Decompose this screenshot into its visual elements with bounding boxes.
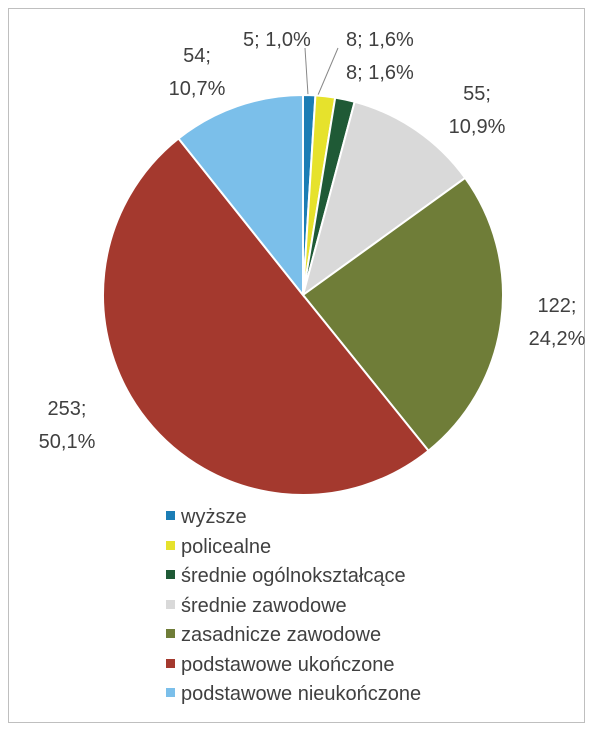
legend-entry: zasadnicze zawodowe [166, 621, 381, 650]
legend-entry: policealne [166, 533, 271, 562]
legend-label: wyższe [181, 506, 247, 528]
data-label: 55; 10,9% [448, 83, 506, 138]
legend-label: podstawowe ukończone [181, 653, 395, 676]
data-label: 5; 1,0% [243, 29, 311, 51]
pie-slice [177, 93, 304, 298]
legend-swatch [166, 570, 175, 580]
legend-swatch [166, 599, 175, 609]
pie-slice [301, 100, 467, 298]
data-label: 54; 10,7% [168, 45, 226, 100]
data-label: 253; 50,1% [38, 398, 96, 453]
legend-swatch [166, 629, 175, 639]
leader-line [304, 47, 309, 96]
legend-swatch [166, 688, 175, 698]
pie-slice [102, 137, 430, 496]
data-label: 122; 24,2% [528, 295, 586, 350]
data-label: 8; 1,6% [346, 62, 414, 84]
legend-entry: wyższe [166, 503, 247, 532]
legend-label: zasadnicze zawodowe [181, 624, 382, 646]
leader-line [317, 47, 339, 96]
pie-slice [301, 176, 504, 453]
legend-label: policealne [181, 535, 272, 558]
legend-label: średnie ogólnokształcące [181, 565, 406, 587]
legend-entry: podstawowe nieukończone [166, 680, 421, 709]
legend-swatch [166, 511, 175, 521]
legend-swatch [166, 540, 175, 550]
frame [8, 8, 585, 723]
legend-entry: podstawowe ukończone [166, 651, 394, 680]
legend-swatch [166, 658, 175, 668]
data-label: 8; 1,6% [346, 29, 414, 51]
legend-entry: średnie zawodowe [166, 592, 347, 621]
legend-entry: średnie ogólnokształcące [166, 562, 406, 591]
legend-label: średnie zawodowe [181, 594, 347, 617]
legend-label: podstawowe nieukończone [181, 683, 422, 705]
